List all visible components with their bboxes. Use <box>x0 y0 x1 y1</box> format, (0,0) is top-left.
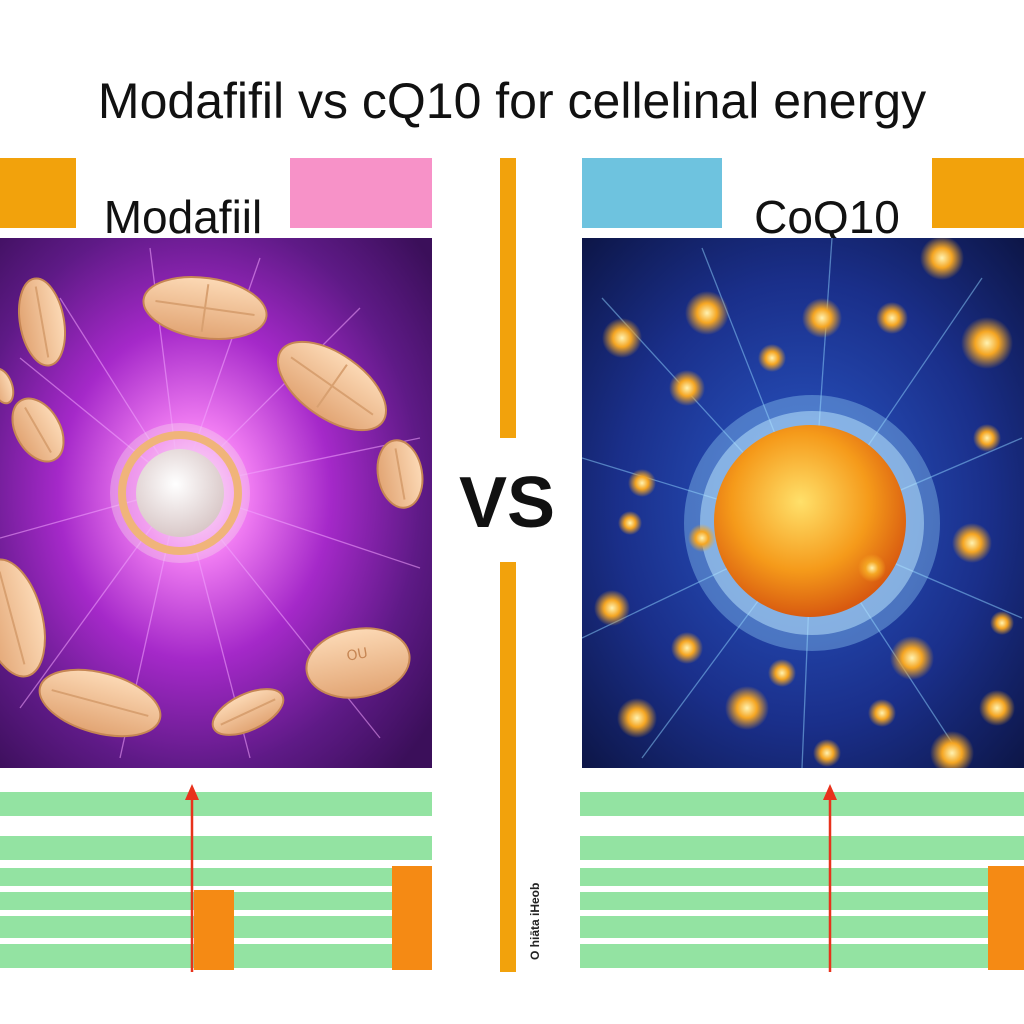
band <box>580 916 1024 938</box>
divider-top <box>500 158 516 438</box>
band <box>0 836 432 860</box>
up-arrow <box>185 784 199 972</box>
modafinil-illustration: OU <box>0 238 432 768</box>
vs-label: VS <box>458 463 556 543</box>
band <box>580 892 1024 910</box>
pill-group: OU <box>0 276 424 738</box>
side-caption: O hiāta iHeob <box>528 882 542 960</box>
band <box>0 868 432 886</box>
left-pink-tab <box>290 158 432 228</box>
coq10-illustration <box>582 238 1024 768</box>
orange-block <box>392 866 432 970</box>
page-title: Modafifil vs cQ10 for cellelinal energy <box>97 73 927 129</box>
divider-bottom <box>500 562 516 972</box>
right-accent-tab <box>932 158 1024 228</box>
pill-imprint: OU <box>345 645 369 664</box>
band <box>0 792 432 816</box>
orange-block <box>988 866 1024 970</box>
orange-block <box>194 890 234 970</box>
right-blue-tab <box>582 158 722 228</box>
band <box>580 792 1024 816</box>
band <box>580 868 1024 886</box>
left-accent-tab <box>0 158 76 228</box>
up-arrow <box>823 784 837 972</box>
energy-orbs <box>594 238 1015 768</box>
band <box>580 836 1024 860</box>
band <box>580 944 1024 968</box>
